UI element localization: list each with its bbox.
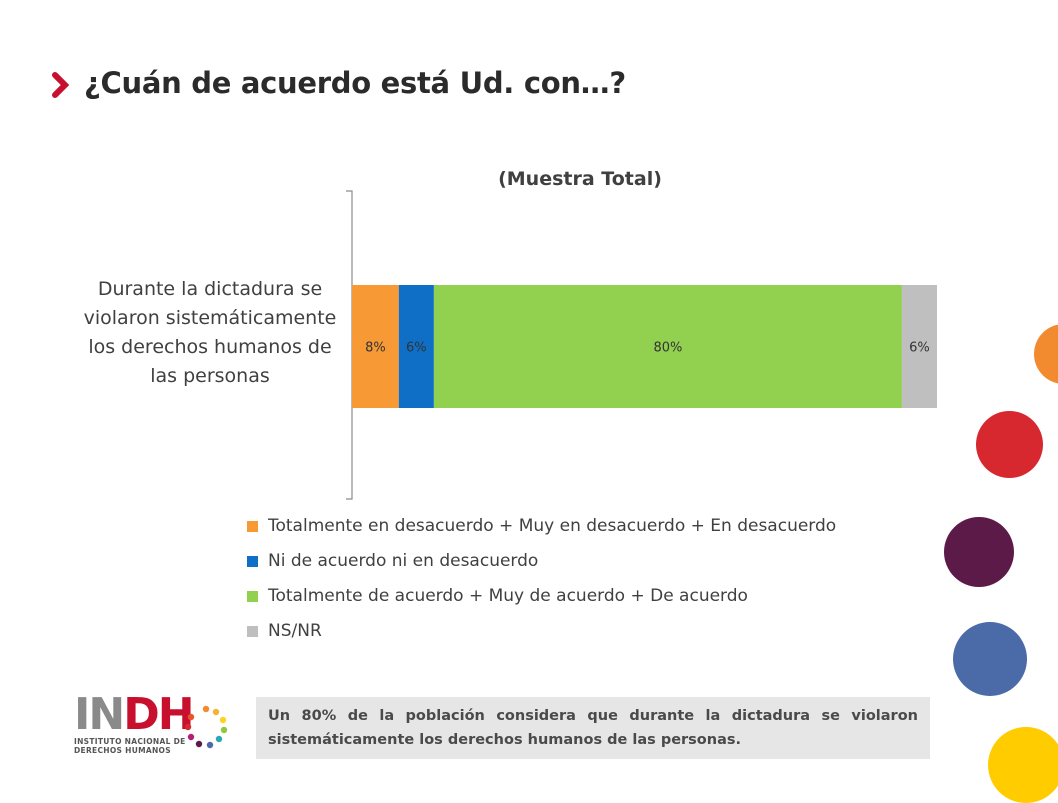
legend-swatch [247,556,258,567]
legend-label: NS/NR [268,621,322,641]
legend-label: Totalmente en desacuerdo + Muy en desacu… [268,516,837,536]
bar-segment-3 [433,285,902,408]
data-label-1: 8% [365,341,386,356]
data-label-3: 80% [653,341,682,356]
decor-circle-blue [953,622,1027,696]
data-label-2: 6% [406,341,427,356]
logo-wordmark: INDH [74,689,195,740]
summary-note: Un 80% de la población considera que dur… [256,697,930,759]
indh-logo: INDH INSTITUTO NACIONAL DE DERECHOS HUMA… [74,689,234,759]
category-axis [346,190,353,500]
legend-swatch [247,626,258,637]
decor-circle-red [976,411,1043,478]
decor-circle-purple [944,517,1014,587]
bar-segment-1 [352,285,399,408]
legend-label: Ni de acuerdo ni en desacuerdo [268,551,539,571]
legend-swatch [247,521,258,532]
page-title: ¿Cuán de acuerdo está Ud. con…? [84,66,626,100]
summary-note-text: Un 80% de la población considera que dur… [268,708,918,748]
title-chevron-icon [52,72,70,98]
legend-swatch [247,591,258,602]
decor-circle-yellow [988,727,1058,803]
logo-dot-ring-icon [184,705,228,749]
bar-segment-2 [398,285,434,408]
category-label: Durante la dictadura se violaron sistemá… [83,278,337,387]
chart-title: (Muestra Total) [498,168,662,190]
data-label-4: 6% [909,341,930,356]
logo-subtitle: INSTITUTO NACIONAL DE DERECHOS HUMANOS [74,737,186,755]
legend-label: Totalmente de acuerdo + Muy de acuerdo +… [268,586,748,606]
bar-segment-4 [901,285,937,408]
